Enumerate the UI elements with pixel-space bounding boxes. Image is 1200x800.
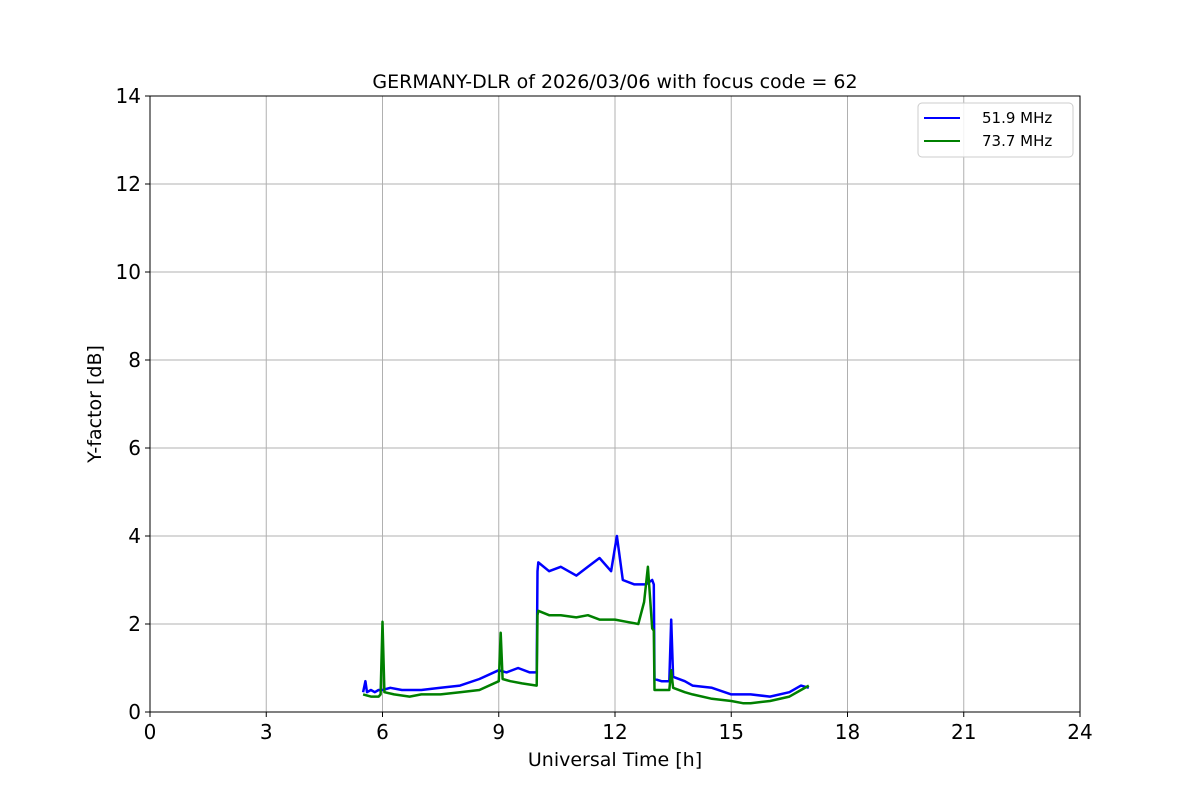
y-tick-label: 12 [116,172,141,196]
legend: 51.9 MHz 73.7 MHz [917,102,1074,158]
x-axis-label: Universal Time [h] [528,749,702,771]
legend-box [917,102,1074,158]
y-tick-label: 8 [128,348,141,372]
y-tick-label: 2 [128,612,141,636]
x-tick-label: 15 [719,720,744,744]
x-tick-label: 21 [951,720,976,744]
y-tick-label: 0 [128,700,141,724]
y-axis-label: Y-factor [dB] [84,345,106,464]
x-tick-label: 9 [492,720,505,744]
series-lines [361,534,810,705]
series-line-51-9-mhz [361,534,810,698]
chart-title: GERMANY-DLR of 2026/03/06 with focus cod… [372,71,857,93]
legend-label-73-7-mhz: 73.7 MHz [982,132,1052,150]
x-tick-label: 12 [602,720,627,744]
x-tick-label: 3 [260,720,273,744]
y-tick-label: 4 [128,524,141,548]
y-tick-label: 14 [116,84,141,108]
y-tick-label: 10 [116,260,141,284]
x-tick-label: 18 [835,720,860,744]
x-tick-label: 24 [1067,720,1092,744]
y-tick-label: 6 [128,436,141,460]
legend-label-51-9-mhz: 51.9 MHz [982,109,1052,127]
series-line-73-7-mhz [362,565,810,705]
x-tick-label: 0 [144,720,157,744]
x-tick-label: 6 [376,720,389,744]
